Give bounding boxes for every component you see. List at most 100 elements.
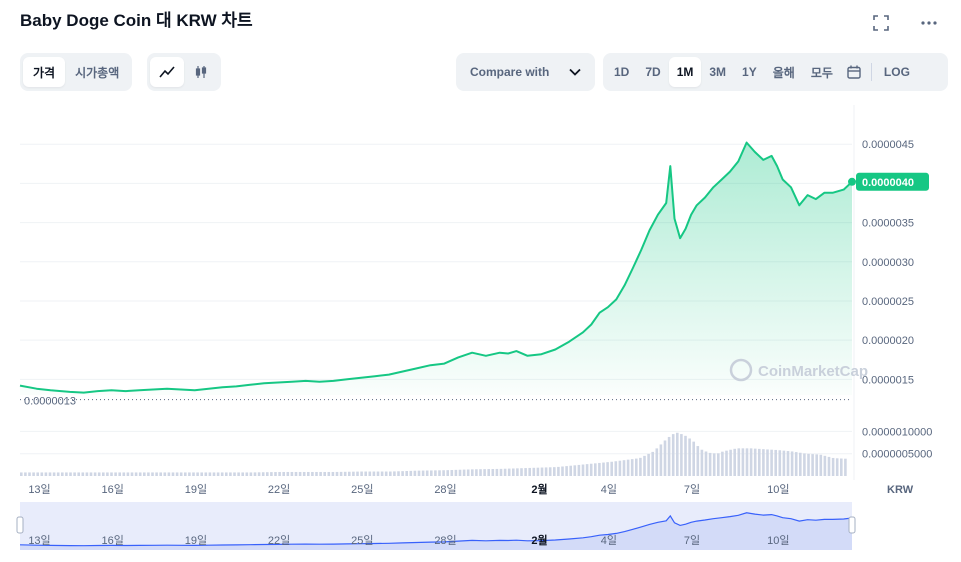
volume-bar [364, 471, 367, 476]
volume-bar [840, 458, 843, 476]
volume-bar [249, 472, 253, 476]
volume-bar [823, 455, 827, 476]
volume-bar [557, 466, 560, 476]
volume-bar [680, 434, 683, 476]
line-chart-icon[interactable] [150, 57, 184, 87]
volume-bar [602, 462, 605, 476]
range-1d[interactable]: 1D [614, 65, 630, 79]
fullscreen-icon[interactable] [870, 12, 892, 34]
volume-bar [36, 472, 39, 476]
range-1m[interactable]: 1M [668, 57, 702, 87]
tab-market-cap[interactable]: 시가총액 [75, 65, 120, 80]
volume-bar [233, 472, 236, 476]
volume-bar [483, 469, 486, 476]
volume-bar [704, 451, 708, 476]
navigator-tick-label: 19일 [185, 533, 207, 547]
calendar-icon[interactable] [841, 57, 867, 87]
volume-bar [639, 457, 642, 476]
volume-bar [286, 471, 290, 476]
volume-bar [229, 472, 232, 476]
volume-bar [343, 471, 347, 476]
volume-bar [844, 458, 847, 476]
start-price-label: 0.0000013 [24, 396, 76, 408]
volume-bar [450, 470, 454, 476]
volume-bar [610, 461, 613, 476]
volume-bar [220, 472, 224, 476]
volume-bar [298, 471, 302, 476]
current-price-label: 0.0000040 [862, 177, 914, 189]
volume-bar [73, 472, 76, 476]
volume-bar [671, 434, 675, 476]
volume-bar [749, 448, 753, 476]
tab-price[interactable]: 가격 [23, 57, 66, 87]
volume-bar [348, 471, 351, 476]
volume-bar [516, 468, 519, 476]
volume-bar [827, 456, 831, 476]
volume-bar [372, 471, 376, 476]
volume-bar [339, 471, 343, 476]
volume-bar [52, 472, 56, 476]
navigator-tick-label: 7일 [684, 533, 700, 547]
more-horizontal-icon[interactable] [918, 12, 940, 34]
volume-bar [335, 471, 339, 476]
range-all[interactable]: 모두 [810, 65, 833, 80]
volume-bar [811, 454, 814, 476]
volume-bar [647, 453, 650, 476]
volume-bar [163, 472, 167, 476]
range-1y[interactable]: 1Y [742, 65, 757, 79]
log-scale-toggle[interactable]: LOG [883, 65, 910, 79]
navigator-right-handle[interactable] [848, 516, 856, 534]
x-tick-label: 16일 [102, 482, 124, 496]
volume-bar [237, 472, 240, 476]
volume-bar [147, 472, 150, 476]
volume-bar [212, 472, 216, 476]
volume-bar [257, 472, 261, 476]
volume-bar [589, 463, 593, 476]
volume-bar [421, 470, 425, 476]
volume-bar [561, 466, 564, 476]
volume-bar [319, 471, 322, 476]
volume-bar [438, 470, 441, 476]
volume-bar [622, 460, 626, 476]
volume-bar [138, 472, 142, 476]
navigator-left-handle[interactable] [16, 516, 24, 534]
volume-bar [241, 472, 244, 476]
volume-bar [569, 465, 572, 476]
volume-bar [635, 458, 638, 476]
volume-bar [192, 472, 195, 476]
volume-bar [196, 472, 199, 476]
volume-bar [266, 472, 269, 476]
volume-bar [93, 472, 97, 476]
volume-bar [126, 472, 130, 476]
volume-bar [48, 472, 52, 476]
volume-bar [692, 441, 695, 476]
volume-bar [815, 454, 818, 476]
navigator-tick-label: 28일 [434, 533, 456, 547]
volume-bar [245, 472, 249, 476]
x-tick-label: 13일 [28, 482, 50, 496]
volume-bar [663, 440, 667, 476]
volume-bar [524, 468, 527, 476]
volume-bar [737, 448, 741, 476]
range-7d[interactable]: 7D [645, 65, 661, 79]
toolbar-divider [870, 63, 872, 81]
price-line [19, 141, 853, 394]
chart-type-tabs: 가격 시가총액 [20, 53, 133, 91]
range-ytd[interactable]: 올해 [772, 65, 795, 80]
volume-bar [389, 471, 392, 476]
volume-bar [651, 451, 654, 476]
volume-bar [581, 464, 585, 476]
volume-bar [778, 450, 782, 476]
volume-bar [65, 472, 68, 476]
volume-bar [544, 467, 548, 476]
compare-with-dropdown[interactable]: Compare with [456, 53, 595, 91]
range-3m[interactable]: 3M [709, 65, 727, 79]
volume-bar [503, 468, 507, 476]
volume-bar [417, 470, 421, 476]
candlestick-icon[interactable] [184, 57, 218, 87]
volume-bar [61, 472, 64, 476]
volume-tick-label: 0.0000010000 [862, 426, 932, 438]
volume-bar [380, 471, 384, 476]
watermark-logo-icon [729, 358, 753, 382]
volume-tick-label: 0.0000005000 [862, 449, 932, 461]
